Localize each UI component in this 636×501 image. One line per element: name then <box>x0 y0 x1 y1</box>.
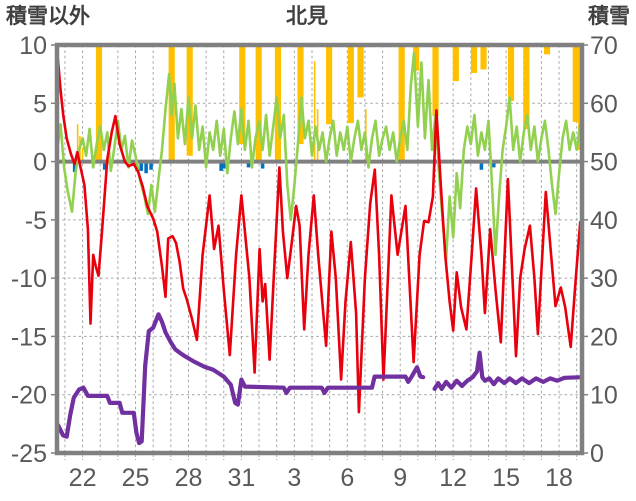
x-axis-tick-label: 25 <box>122 464 150 492</box>
orange-bar <box>95 45 103 162</box>
green-line <box>56 51 582 261</box>
orange-bar <box>523 45 530 129</box>
orange-bar <box>398 45 405 162</box>
right-axis-tick-label: 50 <box>590 149 618 177</box>
blue-bar <box>139 161 143 171</box>
orange-bar <box>297 45 304 145</box>
right-axis-title: 積雪 <box>588 5 630 28</box>
purple-step-line <box>432 350 584 391</box>
blue-bar <box>260 161 265 169</box>
x-axis-tick-label: 15 <box>492 464 520 492</box>
orange-bar <box>357 45 364 98</box>
blue-bar <box>102 161 107 170</box>
red-line <box>56 57 582 414</box>
orange-bar <box>432 45 439 117</box>
purple-step-line <box>55 312 426 446</box>
orange-bar <box>413 45 420 71</box>
blue-bar-series <box>72 161 496 174</box>
left-axis-tick-label: -15 <box>11 323 47 351</box>
orange-bar <box>255 45 262 162</box>
right-axis-tick-label: 60 <box>590 90 618 118</box>
gridlines <box>57 45 582 453</box>
x-axis-tick-label: 6 <box>340 464 354 492</box>
orange-bar <box>470 45 478 73</box>
x-axis-tick-label: 12 <box>439 464 467 492</box>
blue-bar <box>72 161 77 173</box>
orange-bar <box>239 45 246 145</box>
x-axis-tick-label: 22 <box>69 464 97 492</box>
orange-thin-bar <box>76 124 79 162</box>
line-series <box>55 51 584 446</box>
blue-bar <box>492 161 496 168</box>
right-axis-tick-label: 40 <box>590 207 618 235</box>
x-axis-tick-label: 18 <box>545 464 573 492</box>
blue-bar <box>149 161 153 170</box>
right-axis-tick-label: 0 <box>590 440 604 468</box>
left-axis-tick-label: -20 <box>11 382 47 410</box>
left-axis-tick-label: -5 <box>25 207 47 235</box>
left-axis-title: 積雪以外 <box>6 4 90 28</box>
left-axis-tick-label: 5 <box>33 90 47 118</box>
x-axis-tick-label: 31 <box>228 464 256 492</box>
x-axis-tick-label: 3 <box>287 464 301 492</box>
left-axis-tick-label: 10 <box>19 32 47 60</box>
right-axis-tick-label: 70 <box>590 32 618 60</box>
x-axis-tick-label: 9 <box>393 464 407 492</box>
blue-bar <box>246 161 251 168</box>
orange-bar <box>326 45 333 125</box>
orange-bar <box>452 45 459 82</box>
orange-thin-bar <box>81 147 84 162</box>
right-axis-tick-label: 30 <box>590 265 618 293</box>
left-axis-tick-label: -10 <box>11 265 47 293</box>
orange-thin-bar <box>313 61 316 162</box>
blue-bar <box>144 161 148 174</box>
orange-bar <box>347 45 354 124</box>
blue-bar <box>219 161 223 171</box>
left-axis-tick-label: -25 <box>11 440 47 468</box>
left-axis-tick-label: 0 <box>33 149 47 177</box>
orange-bar <box>572 45 579 122</box>
plot-frame <box>54 42 585 456</box>
axis-ticks <box>51 44 588 460</box>
right-axis-tick-label: 10 <box>590 382 618 410</box>
blue-bar <box>479 161 484 170</box>
orange-bar <box>480 45 487 70</box>
right-axis-tick-label: 20 <box>590 323 618 351</box>
x-axis-tick-label: 28 <box>175 464 203 492</box>
orange-bar <box>507 45 515 101</box>
chart-title: 北見 <box>286 5 328 28</box>
blue-bar <box>222 161 226 169</box>
orange-bar <box>543 45 551 55</box>
